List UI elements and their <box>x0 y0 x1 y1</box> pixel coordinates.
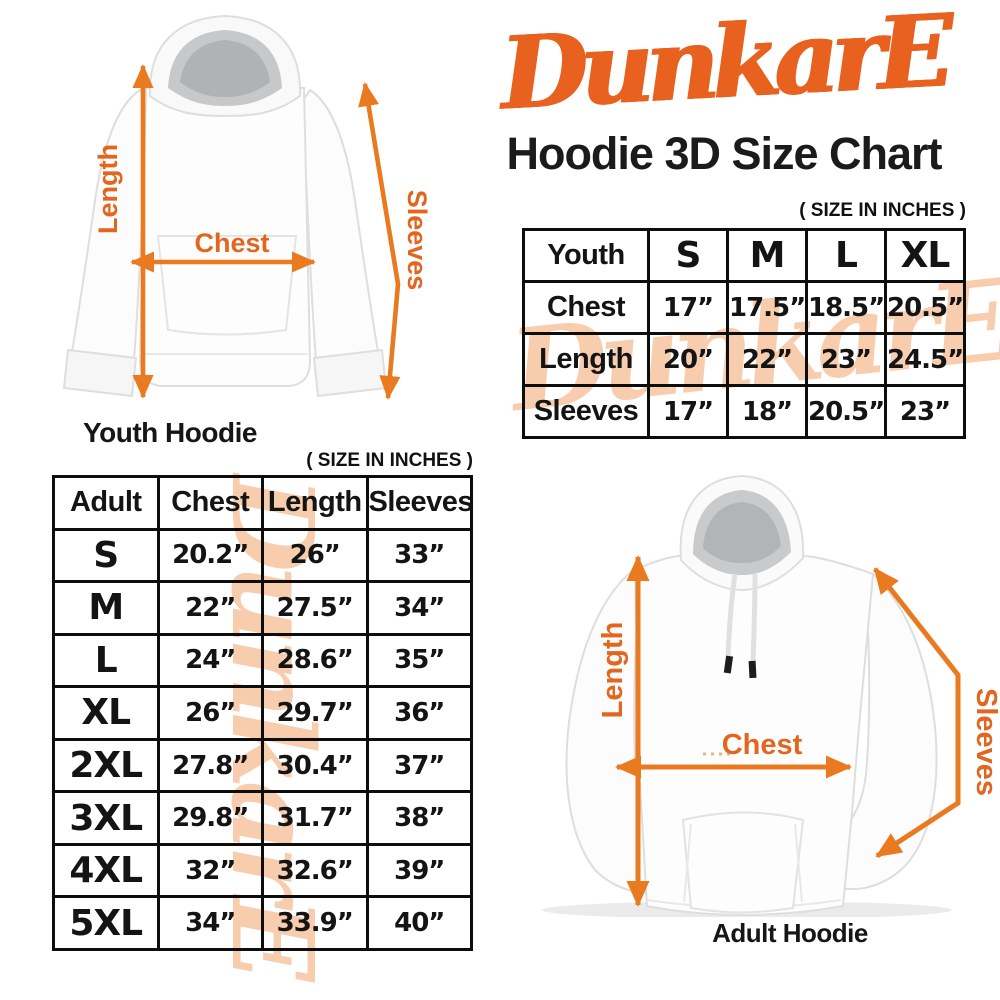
column-header-cell: M <box>726 228 808 283</box>
table-row: Chest 17” 17.5” 18.5” 20.5” <box>522 280 966 335</box>
row-label-cell: XL <box>52 685 160 741</box>
table-row: Adult Chest Length Sleeves <box>52 475 474 531</box>
value-cell: 39” <box>365 842 473 899</box>
youth-hoodie-caption: Youth Hoodie <box>83 417 257 448</box>
value-cell: 23” <box>884 384 966 439</box>
row-label-cell: S <box>52 527 160 584</box>
value-cell: 34” <box>365 580 473 636</box>
value-cell: 22” <box>726 332 808 387</box>
value-cell: 18” <box>726 384 808 439</box>
youth-size-table: Youth S M L XL Chest 17” 17.5” 18.5” 20.5” Length 2… <box>522 228 966 439</box>
value-cell: 23” <box>805 332 887 387</box>
value-cell: 32.6” <box>261 842 369 899</box>
table-row: 3XL 29.8” 31.7” 38” <box>52 790 473 846</box>
row-label-cell: M <box>52 580 160 636</box>
youth-hoodie-diagram: Length Chest Sleeves Youth Hoodie <box>8 4 455 452</box>
value-cell: 20.2” <box>156 527 264 584</box>
row-label-cell: Length <box>522 332 650 387</box>
value-cell: 29.8” <box>156 790 264 846</box>
value-cell: 33.9” <box>261 895 369 951</box>
value-cell: 26” <box>156 685 264 741</box>
table-row: 5XL 34” 33.9” 40” <box>52 895 473 951</box>
value-cell: 20.5” <box>805 384 887 439</box>
row-label-cell: 5XL <box>52 895 160 951</box>
value-cell: 38” <box>365 790 473 846</box>
table-row: M 22” 27.5” 34” <box>52 580 473 636</box>
corner-header-cell: Youth <box>522 228 650 283</box>
length-label: Length <box>93 144 123 234</box>
sleeves-label: Sleeves <box>970 688 1000 796</box>
value-cell: 20” <box>647 332 729 387</box>
value-cell: 35” <box>365 632 473 689</box>
chest-label: Chest <box>722 729 803 761</box>
row-label-cell: Chest <box>522 280 650 335</box>
value-cell: 36” <box>365 685 473 741</box>
table-row: Length 20” 22” 23” 24.5” <box>522 332 966 387</box>
adult-size-table-block: ( SIZE IN INCHES ) DunkarE Adult Chest Len… <box>52 450 474 974</box>
value-cell: 27.5” <box>261 580 369 636</box>
row-label-cell: 2XL <box>52 737 160 794</box>
adult-hoodie-diagram: Length Chest Sleeves Adult Hoodie <box>485 462 1000 962</box>
row-label-cell: Sleeves <box>522 384 650 439</box>
brand-logo: DunkarE <box>498 0 950 133</box>
value-cell: 24” <box>156 632 264 689</box>
table-row: Youth S M L XL <box>522 228 966 283</box>
measurement-arrows <box>615 555 961 907</box>
column-header-cell: S <box>647 228 729 283</box>
column-header-cell: XL <box>884 228 966 283</box>
value-cell: 20.5” <box>884 280 966 335</box>
column-header-cell: Chest <box>156 475 264 531</box>
row-label-cell: 3XL <box>52 790 160 846</box>
measurement-arrows <box>130 64 401 400</box>
value-cell: 17.5” <box>726 280 808 335</box>
value-cell: 30.4” <box>261 737 369 794</box>
value-cell: 34” <box>156 895 264 951</box>
length-label: Length <box>597 622 629 719</box>
column-header-cell: Length <box>261 475 369 531</box>
value-cell: 28.6” <box>261 632 369 689</box>
table-row: Sleeves 17” 18” 20.5” 23” <box>522 384 966 439</box>
hoodie-drawing <box>565 474 938 916</box>
value-cell: 40” <box>365 895 473 951</box>
value-cell: 33” <box>365 527 473 584</box>
sleeves-label: Sleeves <box>402 190 432 291</box>
table-row: 2XL 27.8” 30.4” 37” <box>52 737 473 794</box>
brand-header: DunkarE Hoodie 3D Size Chart <box>450 0 998 180</box>
adult-hoodie-illustration: Length Chest Sleeves <box>542 474 1000 919</box>
column-header-cell: Sleeves <box>365 475 474 531</box>
value-cell: 37” <box>365 737 473 794</box>
value-cell: 17” <box>647 384 729 439</box>
sleeves-arrow <box>873 567 961 859</box>
table-row: XL 26” 29.7” 36” <box>52 685 473 741</box>
corner-header-cell: Adult <box>52 475 160 531</box>
table-row: L 24” 28.6” 35” <box>52 632 473 689</box>
youth-size-table-block: ( SIZE IN INCHES ) DunkarE Youth S M L XL Che… <box>504 200 1000 439</box>
adult-size-note: ( SIZE IN INCHES ) <box>306 450 473 471</box>
value-cell: 27.8” <box>156 737 264 794</box>
value-cell: 18.5” <box>805 280 887 335</box>
adult-hoodie-caption: Adult Hoodie <box>712 918 868 948</box>
table-row: 4XL 32” 32.6” 39” <box>52 842 473 899</box>
page-title: Hoodie 3D Size Chart <box>506 128 942 179</box>
row-label-cell: 4XL <box>52 842 160 899</box>
youth-size-note: ( SIZE IN INCHES ) <box>799 200 966 221</box>
row-label-cell: L <box>52 632 160 689</box>
value-cell: 32” <box>156 842 264 899</box>
column-header-cell: L <box>805 228 887 283</box>
value-cell: 31.7” <box>261 790 369 846</box>
value-cell: 22” <box>156 580 264 636</box>
value-cell: 29.7” <box>261 685 369 741</box>
sleeves-arrow <box>358 82 401 400</box>
adult-size-table: Adult Chest Length Sleeves S 20.2” 26” 33” M 22” 2… <box>52 475 474 951</box>
table-row: S 20.2” 26” 33” <box>52 527 473 584</box>
chest-label: Chest <box>194 228 269 258</box>
value-cell: 17” <box>647 280 729 335</box>
youth-hoodie-illustration: Length Chest Sleeves <box>62 14 432 400</box>
value-cell: 24.5” <box>884 332 966 387</box>
value-cell: 26” <box>261 527 369 584</box>
